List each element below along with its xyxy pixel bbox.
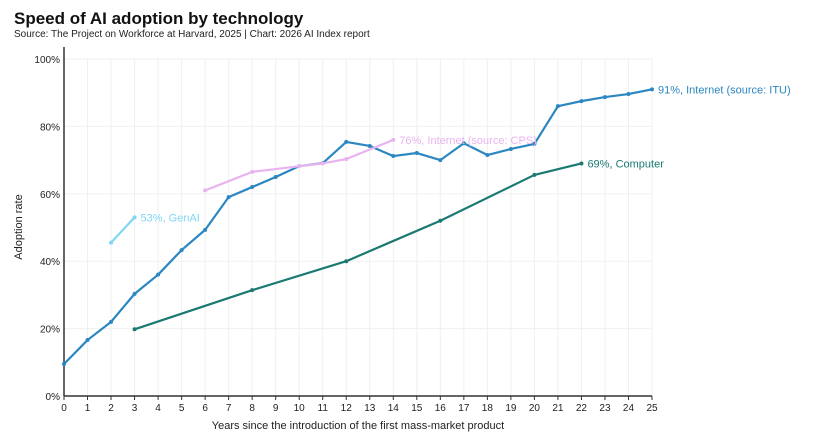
chart-title: Speed of AI adoption by technology — [14, 9, 304, 28]
data-point — [62, 361, 66, 366]
x-tick-label: 7 — [226, 403, 232, 414]
data-point — [391, 154, 396, 159]
y-tick-label: 40% — [40, 257, 60, 268]
data-point — [461, 141, 466, 146]
x-tick-label: 3 — [132, 403, 138, 414]
data-point — [132, 291, 137, 296]
x-tick-label: 9 — [273, 403, 279, 414]
x-tick-label: 25 — [646, 403, 658, 414]
data-point — [438, 218, 443, 223]
data-point — [579, 99, 584, 104]
data-point — [85, 338, 90, 343]
data-point — [391, 137, 396, 142]
data-point — [297, 164, 302, 169]
x-tick-label: 14 — [388, 403, 400, 414]
series-line-1 — [204, 138, 394, 192]
y-tick-label: 60% — [40, 190, 60, 201]
data-point — [555, 104, 560, 109]
data-point — [532, 172, 537, 177]
data-point — [414, 151, 419, 156]
series-label: 76%, Internet (source: CPS) — [399, 135, 537, 147]
data-point — [156, 272, 161, 277]
data-point — [508, 146, 513, 151]
y-tick-label: 0% — [46, 392, 61, 403]
x-tick-label: 10 — [294, 403, 306, 414]
data-point — [344, 139, 349, 144]
x-tick-label: 0 — [61, 403, 67, 414]
data-point — [602, 95, 607, 100]
data-point — [132, 215, 137, 220]
data-point — [485, 153, 490, 158]
data-point — [109, 240, 114, 245]
x-tick-label: 1 — [85, 403, 91, 414]
x-tick-label: 24 — [623, 403, 635, 414]
x-tick-label: 16 — [435, 403, 447, 414]
series-line-0 — [63, 88, 653, 365]
x-tick-label: 22 — [576, 403, 588, 414]
x-tick-label: 11 — [318, 403, 329, 414]
series-label: 69%, Computer — [587, 158, 664, 170]
data-point — [203, 227, 208, 232]
data-point — [250, 185, 255, 190]
data-point — [626, 92, 631, 97]
data-point — [344, 259, 349, 264]
series-line-3 — [134, 162, 582, 331]
data-point — [226, 195, 231, 200]
series-line-2 — [110, 216, 136, 244]
x-tick-label: 15 — [411, 403, 423, 414]
x-axis-label: Years since the introduction of the firs… — [212, 420, 504, 432]
x-tick-label: 4 — [155, 403, 161, 414]
x-tick-label: 2 — [108, 403, 114, 414]
data-point — [344, 157, 349, 162]
x-tick-label: 13 — [364, 403, 376, 414]
data-point — [579, 161, 584, 166]
y-tick-label: 20% — [40, 325, 60, 336]
x-tick-label: 17 — [458, 403, 470, 414]
data-point — [109, 319, 114, 324]
x-tick-label: 18 — [482, 403, 494, 414]
data-point — [273, 174, 278, 179]
x-tick-label: 12 — [341, 403, 353, 414]
chart-subtitle: Source: The Project on Workforce at Harv… — [14, 29, 370, 40]
data-point — [132, 327, 137, 332]
y-axis-label: Adoption rate — [13, 194, 25, 259]
x-tick-label: 21 — [552, 403, 564, 414]
x-tick-label: 8 — [249, 403, 255, 414]
data-point — [250, 169, 255, 174]
data-point — [367, 143, 372, 148]
x-tick-label: 6 — [202, 403, 208, 414]
x-tick-label: 19 — [505, 403, 517, 414]
series-label: 91%, Internet (source: ITU) — [658, 84, 791, 96]
x-tick-label: 20 — [529, 403, 541, 414]
data-point — [532, 141, 537, 146]
data-point — [250, 288, 255, 293]
x-tick-label: 23 — [599, 403, 611, 414]
series-label: 53%, GenAI — [141, 212, 200, 224]
data-point — [650, 87, 654, 92]
data-point — [320, 161, 325, 166]
data-point — [203, 188, 208, 193]
y-tick-label: 100% — [34, 55, 60, 66]
data-point — [179, 248, 184, 253]
x-tick-label: 5 — [179, 403, 185, 414]
y-tick-label: 80% — [40, 122, 60, 133]
data-point — [438, 158, 443, 163]
